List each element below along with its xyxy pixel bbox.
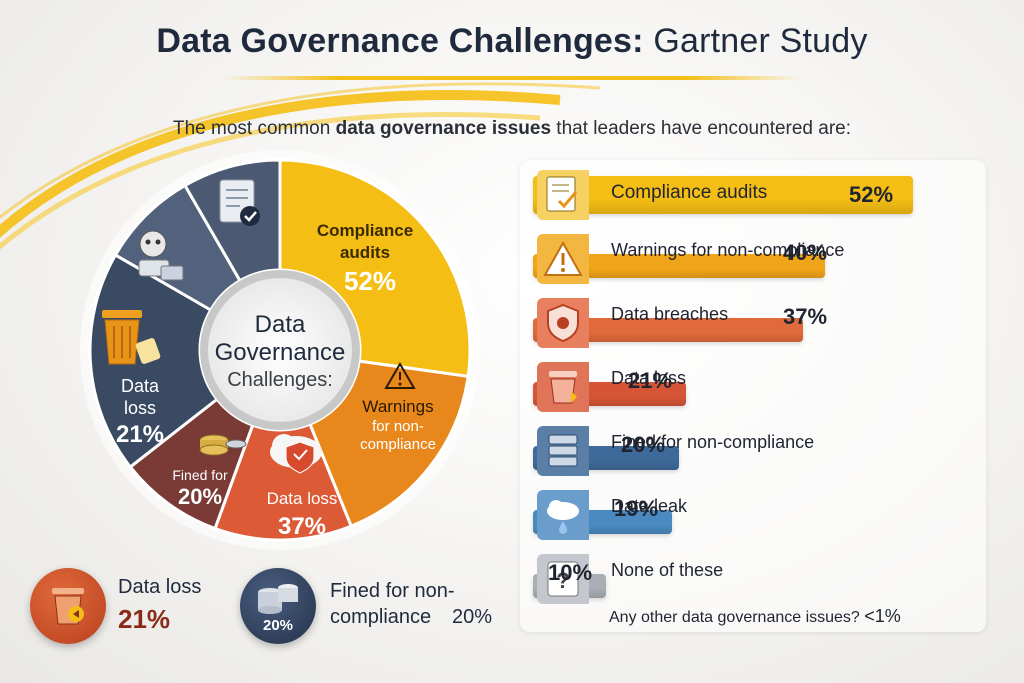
bar-label: Warnings for non-compliance (611, 240, 845, 260)
slice-label-warnings-2: for non- (372, 418, 424, 435)
cloud-drop-icon (537, 490, 589, 540)
document-check-icon (537, 170, 589, 220)
bar-label: Data loss (611, 368, 687, 388)
bar-value-label: 21% (628, 368, 673, 393)
slice-label-compliance-1: Compliance (317, 221, 413, 240)
svg-text:?: ? (556, 568, 569, 593)
bar-label: Compliance audits (611, 182, 768, 203)
bar-row: Data breaches 37% (533, 298, 863, 352)
callout-fined-label-2: compliance (330, 606, 432, 628)
trash-can-icon (102, 310, 161, 365)
warning-triangle-icon (384, 362, 416, 389)
bar-label: Fined for non-compliance (611, 432, 815, 452)
donut-center-line1: Data (255, 311, 306, 338)
slice-label-dataloss-red: Data loss (267, 489, 338, 508)
bar-value-label: 10% (548, 560, 593, 585)
bar-value-label: 20% (621, 432, 666, 457)
slice-label-dataloss-1: Data (121, 376, 160, 396)
title-light: Gartner Study (653, 22, 868, 60)
slice-pct-compliance: 52% (344, 266, 396, 296)
donut-center-line2: Governance (215, 339, 346, 366)
bar-row: Data loss 21% (533, 362, 746, 416)
document-check-icon (219, 179, 260, 226)
intro-text: The most common data governance issues t… (0, 118, 1024, 140)
callout-fined: 20% Fined for non- compliance 20% (240, 566, 510, 656)
decorative-swoosh (0, 82, 600, 250)
slice-label-compliance-2: audits (340, 243, 390, 262)
bar-label: Data leak (611, 496, 688, 516)
bug-icon (138, 230, 184, 281)
slice-pct-dataloss-red: 37% (278, 513, 326, 540)
bar-row: Warnings for non-compliance 40% (533, 234, 885, 288)
callout-fined-pct: 20% (452, 606, 493, 628)
trash-icon (537, 362, 589, 412)
callout-data-loss-pct: 21% (118, 604, 171, 634)
other-issues: Any other data governance issues? <1% (609, 606, 901, 627)
bar-label: Data breaches (611, 304, 729, 324)
slice-label-warnings-1: Warnings (362, 397, 433, 416)
warning-icon (537, 234, 589, 284)
intro-prefix: The most common (172, 118, 336, 139)
page-title: Data Governance Challenges: Gartner Stud… (0, 22, 1024, 61)
slice-label-fined: Fined for (172, 467, 228, 483)
callout-data-loss: Data loss 21% (30, 566, 260, 656)
question-note-icon: ? (537, 554, 589, 604)
bar-value-label: 19% (614, 496, 659, 521)
donut-chart: Data Governance Challenges: Compliance a… (80, 150, 480, 550)
bar-value-label: 40% (783, 240, 828, 265)
slice-label-dataloss-2: loss (124, 398, 156, 418)
title-bold: Data Governance Challenges: (156, 22, 644, 60)
donut-center-line3: Challenges: (227, 369, 333, 391)
bar-row: Fined for non-compliance 20% (533, 426, 814, 480)
intro-suffix: that leaders have encountered are: (551, 118, 852, 139)
callout-fined-label-1: Fined for non- (330, 580, 455, 602)
slice-pct-fined: 20% (178, 484, 222, 509)
coins-icon (199, 434, 247, 456)
other-issues-value: <1% (864, 606, 901, 626)
other-issues-label: Any other data governance issues? (609, 609, 860, 626)
server-stack-icon (537, 426, 589, 476)
bar-value-label: 52% (849, 182, 894, 207)
cloud-shield-icon (270, 434, 322, 474)
bar-row: ? None of these 10% (533, 554, 723, 608)
intro-bold: data governance issues (335, 118, 552, 139)
title-underline (222, 76, 802, 80)
trash-can-icon (30, 568, 106, 644)
bar (533, 176, 913, 214)
slice-label-warnings-3: compliance (360, 436, 436, 453)
coins-icon: 20% (240, 568, 316, 644)
bar-row: Data leak 19% (533, 490, 732, 544)
callout-data-loss-label: Data loss (118, 576, 202, 598)
bar-row: Compliance audits 52% (533, 170, 973, 224)
callout-fined-inner: 20% (263, 617, 293, 634)
donut-hole (208, 278, 352, 422)
shield-bug-icon (537, 298, 589, 348)
bar-value-label: 37% (783, 304, 828, 329)
slice-pct-dataloss: 21% (116, 421, 164, 448)
bar-label: None of these (611, 560, 724, 580)
